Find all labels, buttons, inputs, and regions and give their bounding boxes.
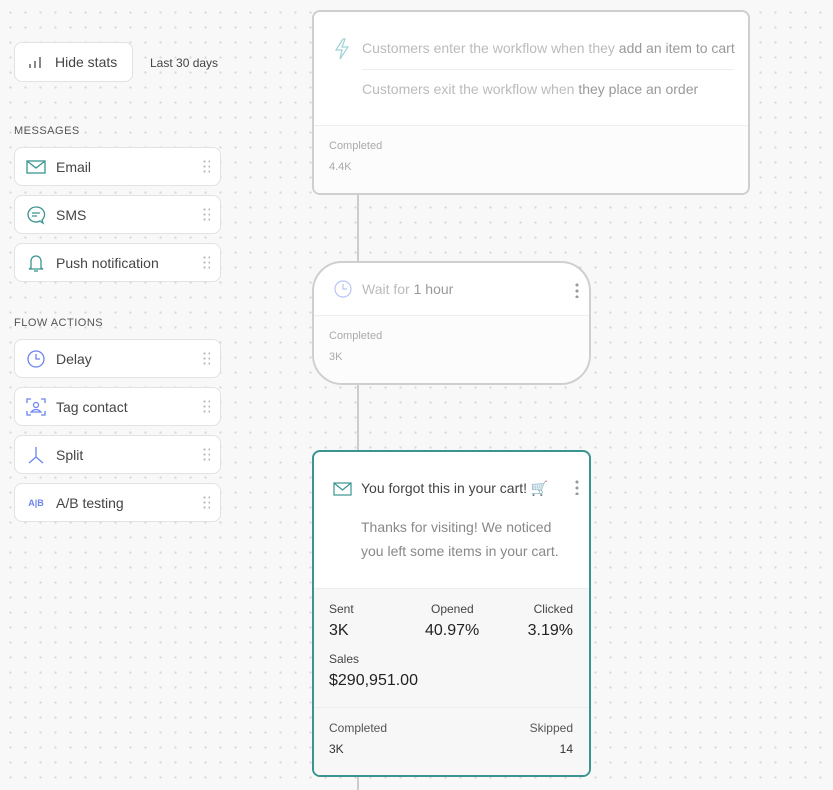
item-label: Split [56,446,84,463]
drag-handle-icon[interactable] [202,255,210,271]
sidebar-item-ab-testing[interactable]: A|B A/B testing [14,483,221,522]
drag-handle-icon[interactable] [202,495,210,511]
sidebar-item-sms[interactable]: SMS [14,195,221,234]
item-label: Tag contact [56,398,128,415]
hide-stats-button[interactable]: Hide stats [14,42,133,82]
item-label: Delay [56,350,92,367]
sent-label: Sent [329,602,354,616]
completed-value: 3K [329,742,344,756]
more-options-icon[interactable] [575,479,579,495]
sidebar-item-tag-contact[interactable]: Tag contact [14,387,221,426]
skipped-value: 14 [559,742,573,756]
split-icon [25,444,47,466]
date-range: Last 30 days [150,56,219,70]
sales-label: Sales [329,652,360,666]
connector [357,384,359,451]
sidebar-item-delay[interactable]: Delay [14,339,221,378]
item-label: Email [56,158,92,175]
completed-value: 3K [329,351,343,363]
clock-icon [25,348,47,370]
exit-condition: Customers exit the workflow when they pl… [362,81,699,97]
clicked-label: Clicked [533,602,573,616]
sms-icon [25,204,47,226]
bar-chart-icon [29,57,41,68]
opened-value: 40.97% [425,622,480,639]
sent-value: 3K [329,622,349,639]
completed-label: Completed [329,721,388,735]
tag-contact-icon [25,396,47,418]
drag-handle-icon[interactable] [202,207,210,223]
clicked-value: 3.19% [527,622,573,639]
connector [357,776,359,790]
drag-handle-icon[interactable] [202,351,210,367]
messages-heading: MESSAGES [14,125,80,137]
opened-label: Opened [431,602,474,616]
clock-icon [334,280,352,298]
item-label: SMS [56,206,87,223]
bell-icon [25,252,47,274]
enter-condition: Customers enter the workflow when they a… [362,40,735,56]
sidebar-item-email[interactable]: Email [14,147,221,186]
email-card[interactable]: You forgot this in your cart! 🛒 Thanks f… [312,450,591,777]
flow-actions-heading: FLOW ACTIONS [14,317,104,329]
email-subject: You forgot this in your cart! 🛒 [361,480,549,496]
delay-card[interactable]: Wait for 1 hour Completed 3K [312,261,591,385]
completed-label: Completed [329,140,383,152]
sales-value: $290,951.00 [329,672,418,689]
completed-value: 4.4K [329,161,352,173]
item-label: Push notification [56,254,159,271]
trigger-card[interactable]: Customers enter the workflow when they a… [312,10,750,195]
connector [357,194,359,262]
drag-handle-icon[interactable] [202,399,210,415]
drag-handle-icon[interactable] [202,447,210,463]
email-body: Thanks for visiting! We noticed you left… [361,519,559,559]
item-label: A/B testing [56,494,124,511]
sidebar-item-split[interactable]: Split [14,435,221,474]
sidebar-item-push[interactable]: Push notification [14,243,221,282]
drag-handle-icon[interactable] [202,159,210,175]
more-options-icon[interactable] [575,282,579,298]
skipped-label: Skipped [529,721,573,735]
lightning-icon [334,38,350,60]
ab-icon: A|B [28,497,44,508]
email-icon [25,156,47,178]
email-icon [333,482,352,496]
completed-label: Completed [329,330,383,342]
delay-title: Wait for 1 hour [362,281,454,297]
hide-stats-label: Hide stats [55,54,118,70]
